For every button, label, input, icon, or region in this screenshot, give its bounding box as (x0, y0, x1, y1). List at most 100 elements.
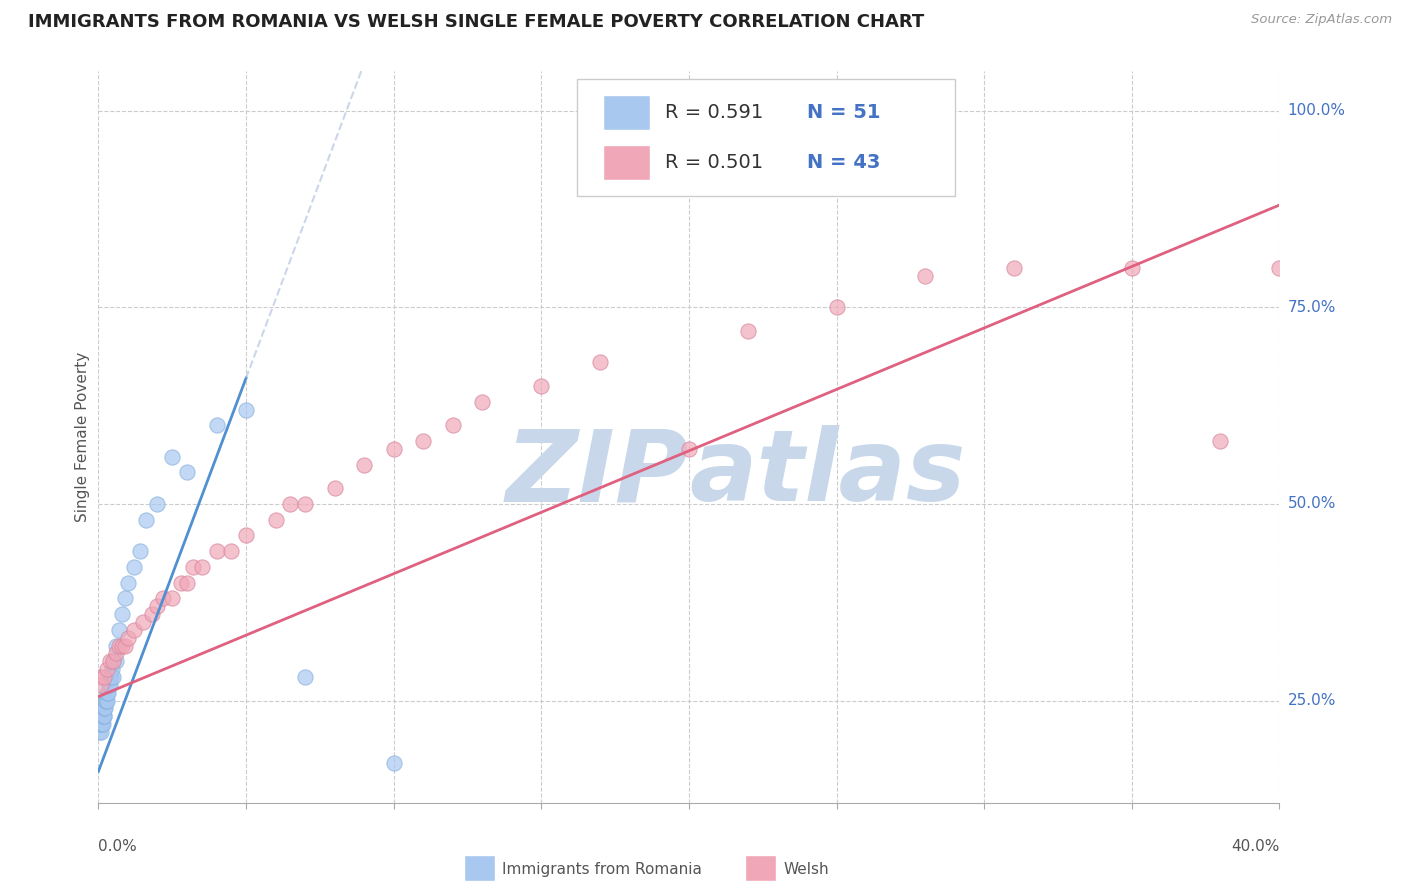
Point (96, 693, 118, 707)
Point (382, 442, 405, 456)
Point (117, 575, 139, 590)
Point (114, 639, 136, 653)
Point (93, 701, 115, 715)
Point (98, 678, 121, 692)
Point (105, 639, 128, 653)
Point (162, 450, 183, 464)
FancyBboxPatch shape (576, 78, 955, 195)
Point (89, 709, 111, 723)
Point (94, 701, 117, 715)
Point (97, 678, 120, 692)
Point (103, 670, 125, 684)
Text: 25.0%: 25.0% (1288, 693, 1336, 708)
Point (93, 701, 115, 715)
Text: 40.0%: 40.0% (1232, 839, 1279, 855)
Point (94, 693, 117, 707)
Point (117, 631, 139, 645)
Point (89, 717, 111, 731)
Point (1002, 260, 1025, 275)
Point (323, 481, 346, 495)
Point (441, 418, 464, 433)
Point (181, 559, 204, 574)
Point (1268, 260, 1291, 275)
Point (93, 670, 115, 684)
Point (103, 654, 125, 668)
Point (100, 670, 122, 684)
Point (235, 402, 257, 417)
Point (737, 324, 759, 338)
Point (132, 615, 155, 629)
Point (589, 355, 612, 369)
Point (93, 701, 115, 715)
Point (162, 591, 183, 606)
Point (90, 678, 112, 692)
Point (152, 591, 174, 606)
Point (914, 268, 936, 283)
Point (108, 623, 131, 637)
Point (1209, 434, 1232, 448)
Point (90, 717, 112, 731)
Point (93, 709, 115, 723)
Text: 50.0%: 50.0% (1288, 497, 1336, 511)
Text: 75.0%: 75.0% (1288, 300, 1336, 315)
Point (678, 442, 700, 456)
Point (141, 607, 163, 621)
Point (111, 607, 134, 621)
Point (191, 559, 214, 574)
Point (135, 513, 157, 527)
Point (353, 458, 375, 472)
Point (294, 497, 316, 511)
Text: 0.0%: 0.0% (98, 839, 138, 855)
Point (96, 686, 118, 700)
Text: Source: ZipAtlas.com: Source: ZipAtlas.com (1251, 13, 1392, 27)
Point (96, 662, 118, 676)
Point (235, 528, 257, 542)
Text: atlas: atlas (689, 425, 966, 522)
Point (91, 717, 114, 731)
Point (98, 670, 121, 684)
Point (89, 717, 111, 731)
Point (294, 670, 316, 684)
Point (205, 544, 228, 558)
Text: R = 0.591: R = 0.591 (665, 103, 763, 122)
Point (89, 717, 111, 731)
Point (382, 756, 405, 771)
Text: N = 51: N = 51 (807, 103, 880, 122)
Point (91, 709, 114, 723)
Point (412, 434, 434, 448)
Point (219, 544, 242, 558)
Point (205, 418, 228, 433)
Point (90, 717, 112, 731)
Point (825, 301, 848, 315)
Point (111, 639, 134, 653)
Point (90, 709, 112, 723)
Point (170, 575, 193, 590)
Point (98, 654, 121, 668)
Point (105, 646, 128, 660)
Point (93, 709, 115, 723)
FancyBboxPatch shape (603, 95, 650, 130)
Point (146, 599, 169, 614)
Point (176, 575, 198, 590)
Point (103, 654, 125, 668)
Point (90, 725, 112, 739)
Point (114, 591, 136, 606)
Point (108, 639, 131, 653)
Point (93, 709, 115, 723)
Point (530, 379, 553, 393)
Point (176, 466, 198, 480)
Text: ZIP: ZIP (506, 425, 689, 522)
Text: IMMIGRANTS FROM ROMANIA VS WELSH SINGLE FEMALE POVERTY CORRELATION CHART: IMMIGRANTS FROM ROMANIA VS WELSH SINGLE … (28, 13, 924, 31)
Point (97, 686, 120, 700)
Point (105, 654, 128, 668)
Text: N = 43: N = 43 (807, 153, 880, 171)
Point (122, 559, 145, 574)
Point (91, 709, 114, 723)
Point (89, 670, 111, 684)
Point (87, 725, 110, 739)
Text: Welsh: Welsh (783, 863, 828, 877)
Y-axis label: Single Female Poverty: Single Female Poverty (75, 352, 90, 522)
Point (100, 662, 122, 676)
Text: 100.0%: 100.0% (1288, 103, 1346, 118)
Point (146, 497, 169, 511)
